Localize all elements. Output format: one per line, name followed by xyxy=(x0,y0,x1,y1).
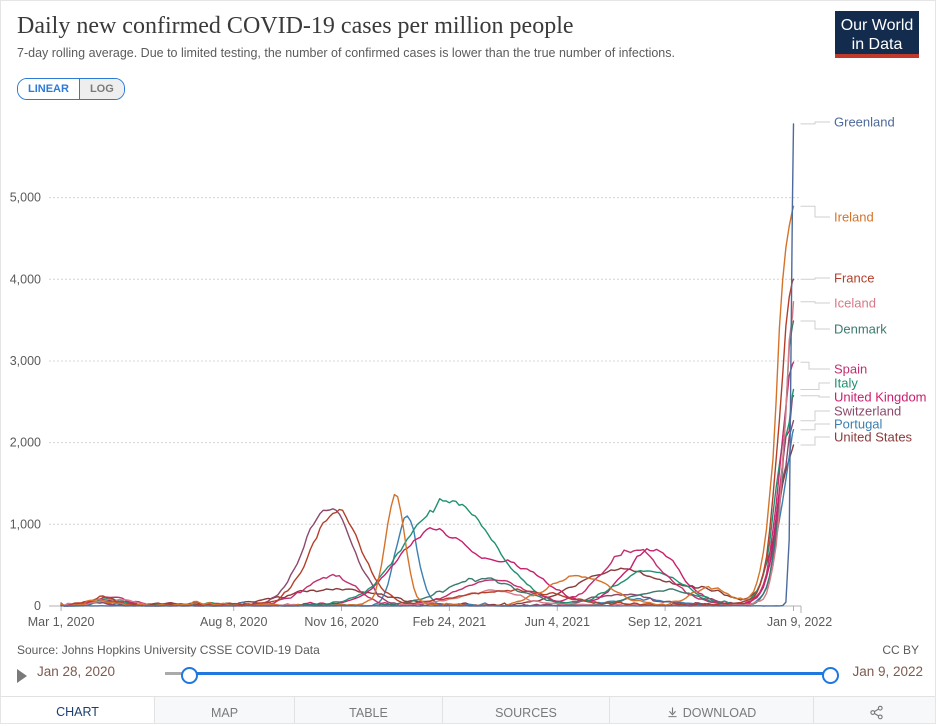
svg-text:United States: United States xyxy=(834,430,913,445)
svg-text:4,000: 4,000 xyxy=(10,272,41,286)
svg-text:0: 0 xyxy=(34,599,41,613)
svg-text:3,000: 3,000 xyxy=(10,354,41,368)
svg-text:Ireland: Ireland xyxy=(834,210,874,225)
svg-text:Jun 4, 2021: Jun 4, 2021 xyxy=(525,615,590,629)
svg-text:1,000: 1,000 xyxy=(10,517,41,531)
svg-text:United Kingdom: United Kingdom xyxy=(834,390,927,405)
svg-text:Greenland: Greenland xyxy=(834,115,895,130)
svg-text:Jan 9, 2022: Jan 9, 2022 xyxy=(767,615,832,629)
svg-text:Sep 12, 2021: Sep 12, 2021 xyxy=(628,615,702,629)
svg-text:Spain: Spain xyxy=(834,362,867,377)
svg-text:5,000: 5,000 xyxy=(10,191,41,205)
svg-text:France: France xyxy=(834,271,874,286)
svg-text:2,000: 2,000 xyxy=(10,436,41,450)
svg-text:Denmark: Denmark xyxy=(834,322,887,337)
svg-text:Aug 8, 2020: Aug 8, 2020 xyxy=(200,615,267,629)
svg-text:Iceland: Iceland xyxy=(834,296,876,311)
svg-text:Nov 16, 2020: Nov 16, 2020 xyxy=(304,615,378,629)
svg-text:Italy: Italy xyxy=(834,376,858,391)
svg-text:Feb 24, 2021: Feb 24, 2021 xyxy=(413,615,487,629)
svg-text:Mar 1, 2020: Mar 1, 2020 xyxy=(28,615,95,629)
